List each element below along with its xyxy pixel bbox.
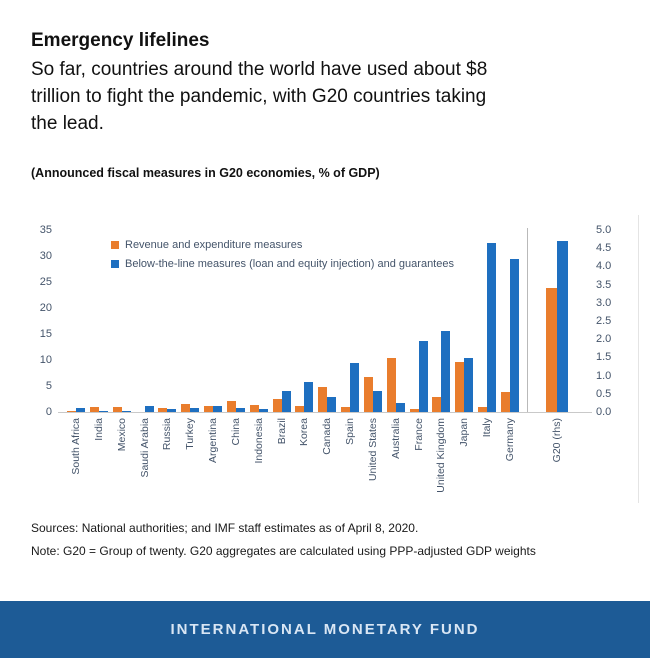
- page-title: Emergency lifelines: [31, 30, 210, 51]
- x-axis-line: [58, 412, 592, 413]
- y-axis-left-tick: 20: [39, 302, 52, 314]
- bar-united-kingdom-guarantees: [441, 331, 451, 412]
- bar-canada-revenue: [318, 387, 328, 412]
- chart-right-border: [638, 215, 639, 503]
- x-axis-label-india: India: [92, 418, 105, 441]
- legend-swatch-icon: [111, 260, 119, 269]
- bar-china-revenue: [226, 400, 236, 412]
- bar-g20-rhs-revenue: [546, 288, 557, 412]
- chart-subtitle: (Announced fiscal measures in G20 econom…: [31, 166, 380, 180]
- bar-india-revenue: [89, 406, 99, 412]
- bar-brazil-revenue: [272, 399, 282, 412]
- y-axis-left-tick: 0: [45, 406, 52, 418]
- legend-item-revenue: Revenue and expenditure measures: [111, 239, 302, 251]
- y-axis-right-tick: 4.5: [596, 242, 612, 255]
- bar-south-africa-revenue: [67, 411, 76, 412]
- y-axis-left-tick: 25: [39, 276, 52, 288]
- x-axis-label-brazil: Brazil: [275, 418, 288, 445]
- y-axis-right-tick: 3.5: [596, 278, 612, 291]
- bar-argentina-revenue: [204, 406, 214, 412]
- y-axis-left-tick: 35: [39, 224, 52, 236]
- x-axis-label-argentina: Argentina: [207, 418, 220, 463]
- bar-australia-guarantees: [395, 403, 405, 412]
- x-axis-label-south-africa: South Africa: [70, 418, 82, 475]
- bar-turkey-revenue: [181, 403, 191, 412]
- x-axis-label-korea: Korea: [298, 418, 311, 447]
- x-axis-label-china: China: [229, 418, 242, 446]
- page-description: So far, countries around the world have …: [31, 59, 488, 134]
- x-axis-label-g20-rhs: G20 (rhs): [551, 418, 563, 463]
- x-axis-label-italy: Italy: [481, 418, 494, 438]
- x-axis-label-germany: Germany: [503, 418, 516, 462]
- y-axis-left-tick: 30: [39, 250, 52, 262]
- bar-italy-guarantees: [487, 243, 497, 412]
- y-axis-right-tick: 0.5: [596, 387, 612, 400]
- x-axis-label-turkey: Turkey: [184, 418, 197, 450]
- sources-note: Sources: National authorities; and IMF s…: [31, 521, 419, 535]
- y-axis-right-tick: 3.0: [596, 296, 612, 309]
- y-axis-right-tick: 2.0: [596, 333, 612, 346]
- bar-canada-guarantees: [327, 396, 337, 412]
- x-axis-label-united-kingdom: United Kingdom: [435, 418, 448, 493]
- bar-south-africa-guarantees: [76, 407, 85, 412]
- y-axis-right-tick: 1.0: [596, 369, 612, 382]
- bar-argentina-guarantees: [213, 405, 223, 412]
- x-axis-label-united-states: United States: [366, 418, 379, 482]
- x-axis-label-mexico: Mexico: [115, 418, 128, 452]
- bar-brazil-guarantees: [281, 391, 291, 412]
- bar-turkey-guarantees: [190, 408, 200, 412]
- bar-france-guarantees: [418, 340, 428, 412]
- bar-saudi-arabia-guarantees: [144, 406, 154, 412]
- bar-italy-revenue: [478, 406, 488, 412]
- y-axis-left-tick: 5: [45, 380, 52, 392]
- bar-france-revenue: [409, 408, 419, 412]
- x-axis-label-canada: Canada: [321, 418, 334, 455]
- g20-note: Note: G20 = Group of twenty. G20 aggrega…: [31, 544, 536, 558]
- g20-separator-line: [527, 228, 528, 412]
- bar-india-guarantees: [98, 411, 108, 412]
- y-axis-right-tick: 2.5: [596, 315, 612, 327]
- y-axis-right-tick: 0.0: [596, 406, 612, 418]
- bar-japan-guarantees: [464, 358, 474, 412]
- x-axis-label-spain: Spain: [344, 418, 357, 445]
- bar-mexico-guarantees: [121, 410, 131, 412]
- bar-indonesia-revenue: [249, 405, 259, 412]
- bar-spain-revenue: [341, 407, 351, 412]
- bar-australia-revenue: [386, 358, 396, 412]
- x-axis-label-saudi-arabia: Saudi Arabia: [138, 418, 151, 478]
- bar-spain-guarantees: [350, 362, 360, 412]
- bar-germany-guarantees: [509, 258, 519, 412]
- bar-indonesia-guarantees: [258, 408, 268, 412]
- x-axis-label-japan: Japan: [458, 418, 471, 447]
- bar-g20-rhs-guarantees: [557, 240, 568, 412]
- bar-united-states-revenue: [363, 377, 373, 412]
- bar-united-kingdom-revenue: [432, 397, 442, 412]
- y-axis-right-tick: 1.5: [596, 351, 612, 364]
- bar-japan-revenue: [455, 362, 465, 412]
- bar-united-states-guarantees: [372, 391, 382, 412]
- y-axis-left-tick: 15: [39, 328, 52, 340]
- legend-item-guarantees: Below-the-line measures (loan and equity…: [111, 258, 454, 270]
- bar-mexico-revenue: [112, 406, 122, 412]
- bar-russia-revenue: [158, 407, 168, 412]
- y-axis-left-tick: 10: [39, 354, 52, 366]
- imf-banner-text: INTERNATIONAL MONETARY FUND: [170, 621, 480, 638]
- y-axis-right-tick: 4.0: [596, 260, 612, 273]
- legend-swatch-icon: [111, 241, 119, 250]
- y-axis-right-tick: 5.0: [596, 224, 612, 236]
- bar-germany-revenue: [500, 391, 510, 412]
- legend-label: Below-the-line measures (loan and equity…: [125, 258, 454, 271]
- x-axis-label-france: France: [412, 418, 425, 451]
- x-axis-label-indonesia: Indonesia: [252, 418, 265, 464]
- legend-label: Revenue and expenditure measures: [125, 239, 303, 252]
- bar-korea-revenue: [295, 406, 305, 412]
- bar-china-guarantees: [235, 408, 245, 412]
- imf-banner: INTERNATIONAL MONETARY FUND: [0, 601, 650, 658]
- bar-korea-guarantees: [304, 381, 314, 412]
- x-axis-label-australia: Australia: [389, 418, 402, 459]
- x-axis-label-russia: Russia: [161, 418, 174, 451]
- bar-russia-guarantees: [167, 408, 177, 412]
